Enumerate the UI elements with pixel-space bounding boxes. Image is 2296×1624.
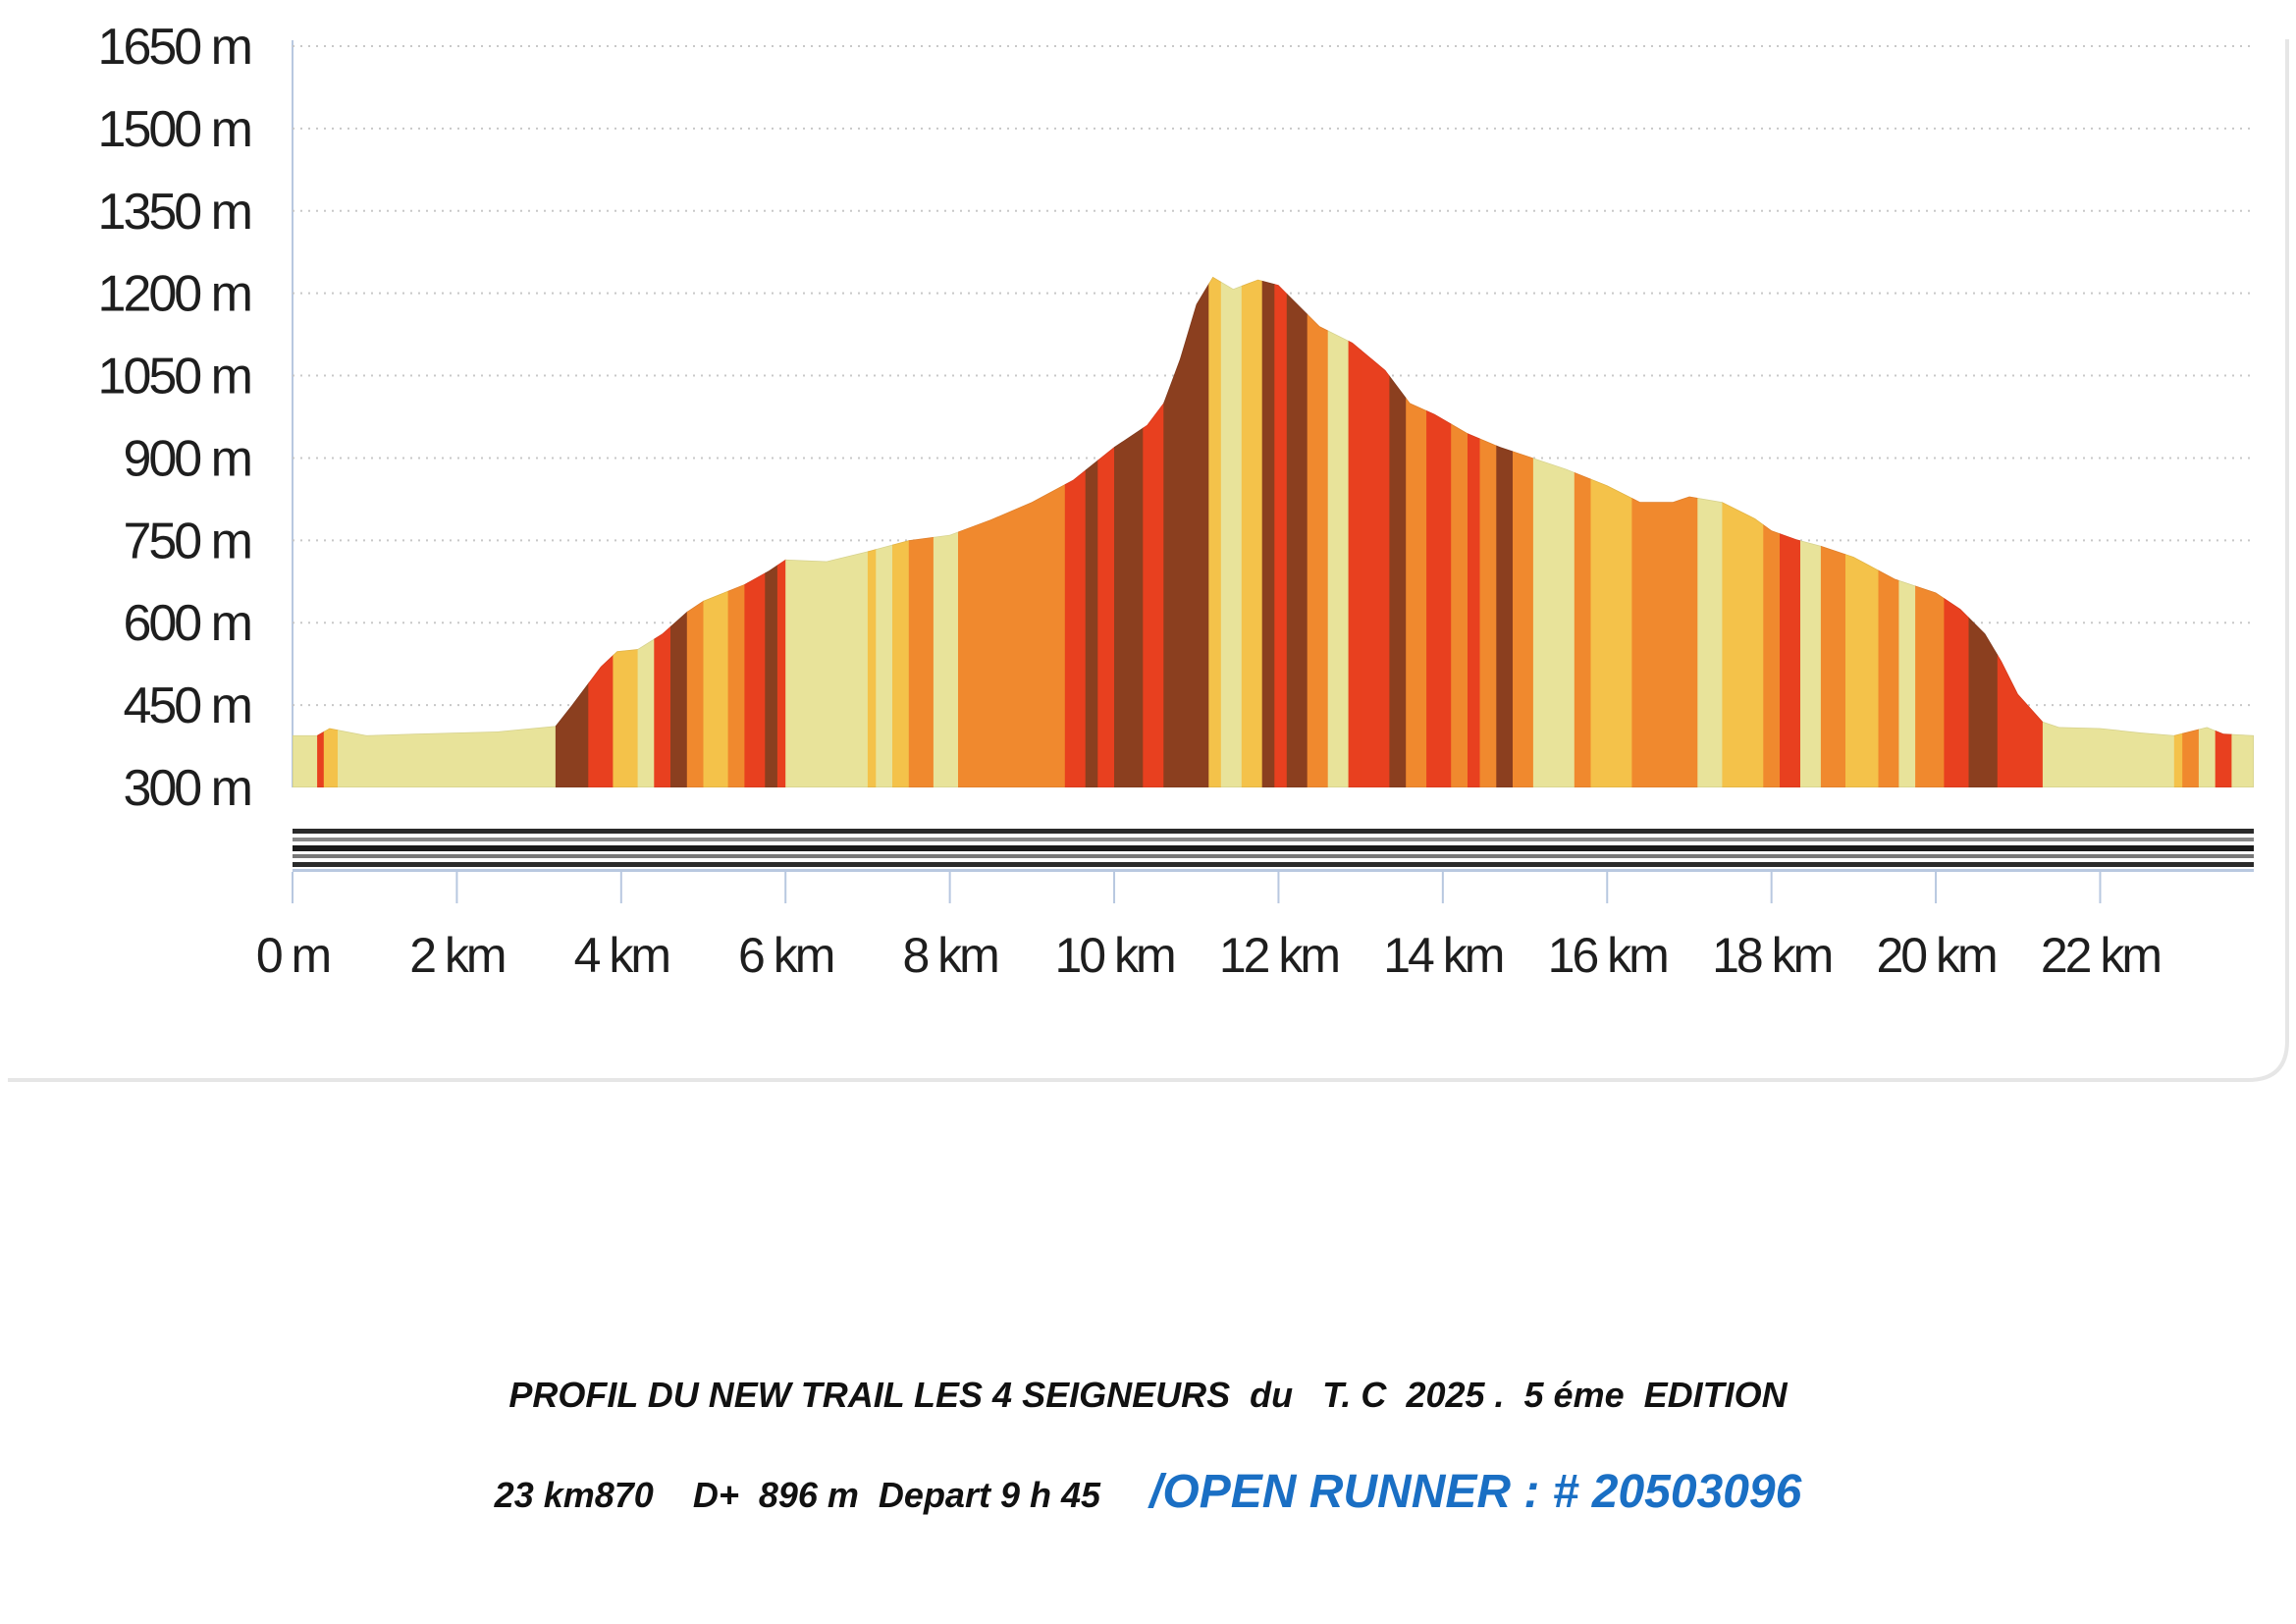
slope-band bbox=[1307, 276, 1329, 787]
x-tick-label: 4 km bbox=[574, 928, 669, 983]
scale-bar-stripe bbox=[293, 862, 2254, 867]
y-tick-label: 300 m bbox=[123, 760, 250, 817]
x-tick-label: 2 km bbox=[409, 928, 505, 983]
card-border bbox=[8, 39, 2289, 1082]
y-tick-label: 1500 m bbox=[98, 101, 250, 158]
slope-band bbox=[1208, 276, 1222, 787]
x-tick-label: 0 m bbox=[256, 928, 330, 983]
y-tick-label: 450 m bbox=[123, 677, 250, 734]
y-tick-label: 750 m bbox=[123, 513, 250, 569]
elevation-profile-card: 1650 m 1500 m 1350 m 1200 m 1050 m 900 m 750 m… bbox=[8, 0, 2289, 1082]
x-tick-label: 10 km bbox=[1054, 928, 1174, 983]
open-runner-link[interactable]: /OPEN RUNNER : # 20503096 bbox=[1149, 1466, 1802, 1518]
x-tick-label: 14 km bbox=[1383, 928, 1503, 983]
x-tick-label: 6 km bbox=[738, 928, 833, 983]
x-tick-label: 12 km bbox=[1219, 928, 1339, 983]
y-axis-ticks: 1650 m 1500 m 1350 m 1200 m 1050 m 900 m 750 m… bbox=[98, 19, 253, 817]
scale-bar-stripe bbox=[293, 845, 2254, 851]
x-tick-label: 8 km bbox=[902, 928, 997, 983]
scale-bar-stripe bbox=[293, 829, 2254, 834]
y-tick-label: 1350 m bbox=[98, 184, 250, 241]
profile-outline bbox=[293, 276, 2254, 787]
y-tick-label: 1200 m bbox=[98, 266, 250, 323]
slope-band bbox=[1389, 276, 1407, 787]
scale-bar-stripe bbox=[293, 869, 2254, 872]
distance-scale-bar bbox=[293, 825, 2254, 872]
slope-band bbox=[1327, 276, 1350, 787]
x-axis-ticks: 0 m 2 km 4 km 6 km 8 km 10 km 12 km 14 km 16 km 1… bbox=[256, 872, 2163, 983]
race-info-line: 23 km870 D+ 896 m Depart 9 h 45/OPEN RUN… bbox=[0, 1465, 2296, 1519]
scale-bar-stripe bbox=[293, 838, 2254, 841]
x-tick-label: 18 km bbox=[1712, 928, 1832, 983]
x-tick-label: 22 km bbox=[2041, 928, 2161, 983]
slope-band bbox=[1274, 276, 1288, 787]
x-tick-label: 20 km bbox=[1876, 928, 1996, 983]
x-tick-label: 16 km bbox=[1548, 928, 1668, 983]
race-stats: 23 km870 D+ 896 m Depart 9 h 45 bbox=[494, 1475, 1101, 1515]
slope-band bbox=[1286, 276, 1308, 787]
profile-title: PROFIL DU NEW TRAIL LES 4 SEIGNEURS du T… bbox=[508, 1375, 1788, 1415]
slope-band bbox=[1348, 276, 1362, 787]
elevation-profile-chart: 1650 m 1500 m 1350 m 1200 m 1050 m 900 m 750 m… bbox=[8, 19, 2289, 1082]
scale-bar-stripe bbox=[293, 854, 2254, 858]
slope-band bbox=[1261, 276, 1275, 787]
y-tick-label: 900 m bbox=[123, 430, 250, 487]
slope-band bbox=[1220, 276, 1243, 787]
y-tick-label: 600 m bbox=[123, 595, 250, 652]
y-tick-label: 1050 m bbox=[98, 349, 250, 406]
y-tick-label: 1650 m bbox=[98, 19, 250, 76]
slope-band bbox=[1241, 276, 1263, 787]
